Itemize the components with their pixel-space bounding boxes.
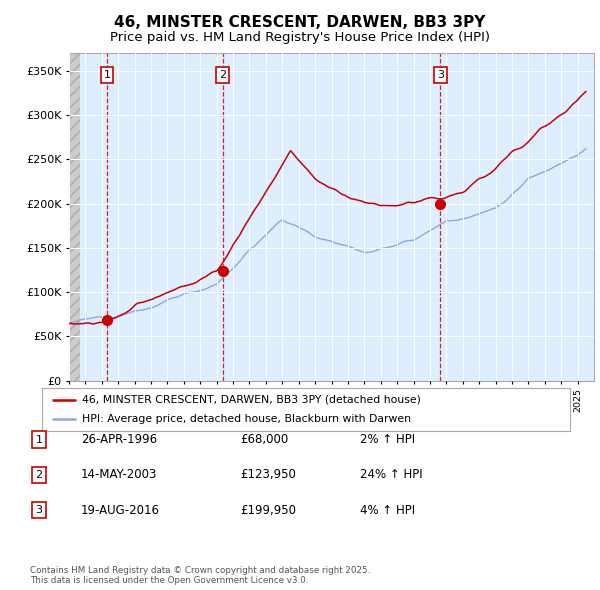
Text: 46, MINSTER CRESCENT, DARWEN, BB3 3PY (detached house): 46, MINSTER CRESCENT, DARWEN, BB3 3PY (d… (82, 395, 421, 405)
Text: £199,950: £199,950 (240, 504, 296, 517)
Text: 26-APR-1996: 26-APR-1996 (81, 433, 157, 446)
Text: Price paid vs. HM Land Registry's House Price Index (HPI): Price paid vs. HM Land Registry's House … (110, 31, 490, 44)
Text: 19-AUG-2016: 19-AUG-2016 (81, 504, 160, 517)
Text: 3: 3 (437, 70, 444, 80)
Text: 2: 2 (219, 70, 226, 80)
Text: 46, MINSTER CRESCENT, DARWEN, BB3 3PY: 46, MINSTER CRESCENT, DARWEN, BB3 3PY (115, 15, 485, 30)
Text: £123,950: £123,950 (240, 468, 296, 481)
Text: Contains HM Land Registry data © Crown copyright and database right 2025.
This d: Contains HM Land Registry data © Crown c… (30, 566, 370, 585)
Text: £68,000: £68,000 (240, 433, 288, 446)
Text: 1: 1 (35, 435, 43, 444)
Text: 2% ↑ HPI: 2% ↑ HPI (360, 433, 415, 446)
Text: 4% ↑ HPI: 4% ↑ HPI (360, 504, 415, 517)
Text: 24% ↑ HPI: 24% ↑ HPI (360, 468, 422, 481)
Text: HPI: Average price, detached house, Blackburn with Darwen: HPI: Average price, detached house, Blac… (82, 414, 410, 424)
Text: 14-MAY-2003: 14-MAY-2003 (81, 468, 157, 481)
Text: 3: 3 (35, 506, 43, 515)
Text: 2: 2 (35, 470, 43, 480)
Text: 1: 1 (104, 70, 110, 80)
